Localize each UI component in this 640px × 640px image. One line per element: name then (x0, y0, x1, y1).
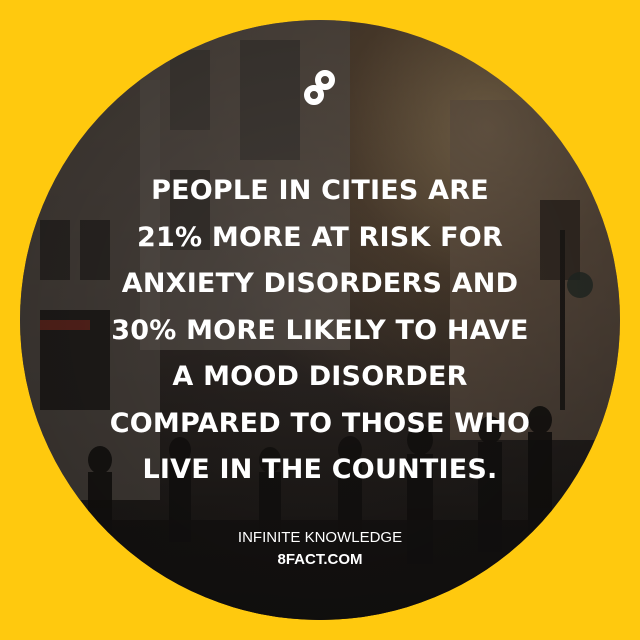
dark-overlay (20, 20, 620, 620)
headline-line: PEOPLE IN CITIES ARE (151, 175, 489, 206)
infinity-8-logo-icon (304, 70, 335, 105)
headline-line: A MOOD DISORDER (172, 361, 468, 392)
brand-site: 8FACT.COM (277, 551, 363, 568)
brand-name: INFINITE KNOWLEDGE (237, 529, 403, 546)
headline-line: COMPARED TO THOSE WHO (109, 407, 531, 439)
headline-line: LIVE IN THE COUNTIES. (142, 454, 498, 485)
headline-line: 21% MORE AT RISK FOR (137, 221, 503, 253)
headline-line: 30% MORE LIKELY TO HAVE (111, 314, 529, 346)
brand-footer: INFINITE KNOWLEDGE 8FACT.COM (0, 527, 640, 571)
photo-circle: PEOPLE IN CITIES ARE 21% MORE AT RISK FO… (20, 20, 620, 620)
headline-line: ANXIETY DISORDERS AND (121, 268, 519, 299)
fact-headline: PEOPLE IN CITIES ARE 21% MORE AT RISK FO… (20, 168, 620, 494)
